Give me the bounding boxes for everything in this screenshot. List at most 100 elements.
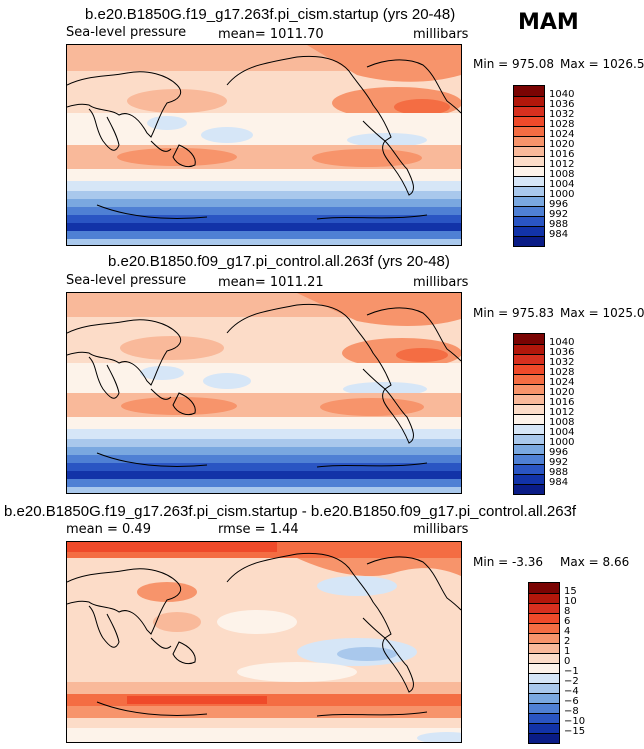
panel-3-colorbar-swatch xyxy=(529,693,559,703)
panel-1-colorbar-swatch xyxy=(514,136,544,146)
panel-3-colorbar-tick-label: 10 xyxy=(564,596,577,607)
panel-2-colorbar-tick-label: 1008 xyxy=(549,417,575,428)
panel-2-max-label: Max = 1025.04 xyxy=(560,306,644,320)
panel-2-colorbar-swatch xyxy=(514,374,544,384)
panel-3-colorbar-tick-label: −1 xyxy=(564,666,579,677)
panel-2-colorbar-swatch xyxy=(514,424,544,434)
panel-3-colorbar-swatch xyxy=(529,603,559,613)
panel-3-colorbar-swatch xyxy=(529,613,559,623)
panel-1-title: b.e20.B1850G.f19_g17.263f.pi_cism.startu… xyxy=(85,6,456,23)
panel-1-max-label: Max = 1026.52 xyxy=(560,57,644,71)
panel-3-colorbar-tick-label: −8 xyxy=(564,706,579,717)
panel-3-colorbar-swatch xyxy=(529,583,559,593)
panel-1-colorbar-swatch xyxy=(514,176,544,186)
panel-3-colorbar-swatch xyxy=(529,643,559,653)
panel-1-colorbar-swatch xyxy=(514,206,544,216)
panel-1-colorbar-swatch xyxy=(514,186,544,196)
panel-1-colorbar-tick-label: 992 xyxy=(549,209,569,220)
panel-1-colorbar-swatch xyxy=(514,96,544,106)
panel-3-colorbar-tick-label: 0 xyxy=(564,656,571,667)
panel-1-colorbar-tick-label: 996 xyxy=(549,199,569,210)
panel-3-colorbar-tick-label: −10 xyxy=(564,716,586,727)
panel-2-colorbar xyxy=(513,333,545,495)
panel-1-mean-label: mean= 1011.70 xyxy=(218,27,324,42)
panel-3-title: b.e20.B1850G.f19_g17.263f.pi_cism.startu… xyxy=(4,503,577,520)
panel-3-colorbar-tick-label: 8 xyxy=(564,606,571,617)
panel-3-colorbar-swatch xyxy=(529,723,559,733)
panel-1-min-label: Min = 975.08 xyxy=(473,57,554,71)
panel-3-colorbar-tick-label: −2 xyxy=(564,676,579,687)
panel-1-variable-label: Sea-level pressure xyxy=(66,25,187,40)
panel-1-colorbar-tick-label: 1012 xyxy=(549,159,575,170)
panel-2-units-label: millibars xyxy=(413,275,469,290)
panel-1-colorbar-swatch xyxy=(514,106,544,116)
panel-3-map xyxy=(66,541,462,743)
panel-3-colorbar-tick-label: 15 xyxy=(564,586,577,597)
panel-2-mean-label: mean= 1011.21 xyxy=(218,275,324,290)
panel-3-min-label: Min = -3.36 xyxy=(473,555,544,569)
panel-2-colorbar-tick-label: 996 xyxy=(549,447,569,458)
panel-2-colorbar-tick-label: 1036 xyxy=(549,347,575,358)
panel-1-map xyxy=(66,44,462,246)
panel-2-colorbar-tick-label: 1016 xyxy=(549,397,575,408)
panel-1-colorbar-tick-label: 1020 xyxy=(549,139,575,150)
panel-1-colorbar-swatch xyxy=(514,196,544,206)
panel-3-colorbar-swatch xyxy=(529,593,559,603)
panel-2-colorbar-tick-label: 988 xyxy=(549,467,569,478)
panel-3-colorbar-swatch xyxy=(529,683,559,693)
panel-3-colorbar-tick-label: −6 xyxy=(564,696,579,707)
panel-2-colorbar-swatch xyxy=(514,364,544,374)
panel-3-mean-label: mean = 0.49 xyxy=(66,522,151,537)
panel-1-colorbar-swatch xyxy=(514,156,544,166)
panel-1-colorbar-swatch xyxy=(514,226,544,236)
panel-2-colorbar-swatch xyxy=(514,434,544,444)
panel-1-colorbar-tick-label: 1008 xyxy=(549,169,575,180)
panel-2-colorbar-tick-label: 1004 xyxy=(549,427,575,438)
panel-2-colorbar-swatch xyxy=(514,394,544,404)
panel-3-units-label: millibars xyxy=(413,522,469,537)
panel-3-colorbar-tick-label: 4 xyxy=(564,626,571,637)
panel-2-colorbar-tick-label: 1024 xyxy=(549,377,575,388)
panel-1-colorbar-swatch xyxy=(514,86,544,96)
panel-1-colorbar-tick-label: 1032 xyxy=(549,109,575,120)
panel-1-units-label: millibars xyxy=(413,27,469,42)
panel-1-colorbar-tick-label: 1024 xyxy=(549,129,575,140)
panel-2-colorbar-swatch xyxy=(514,454,544,464)
panel-1-colorbar-swatch xyxy=(514,166,544,176)
panel-2-colorbar-tick-label: 1028 xyxy=(549,367,575,378)
panel-2-colorbar-swatch xyxy=(514,334,544,344)
panel-1-colorbar xyxy=(513,85,545,247)
panel-2-colorbar-tick-label: 992 xyxy=(549,457,569,468)
panel-1-colorbar-tick-label: 1028 xyxy=(549,119,575,130)
panel-2-colorbar-swatch xyxy=(514,384,544,394)
panel-2-variable-label: Sea-level pressure xyxy=(66,273,187,288)
panel-2-colorbar-tick-label: 984 xyxy=(549,477,569,488)
panel-2-colorbar-tick-label: 1012 xyxy=(549,407,575,418)
panel-1-colorbar-tick-label: 984 xyxy=(549,229,569,240)
panel-2-colorbar-tick-label: 1000 xyxy=(549,437,575,448)
panel-3-colorbar-swatch xyxy=(529,633,559,643)
panel-1-colorbar-tick-label: 1000 xyxy=(549,189,575,200)
panel-2-colorbar-swatch xyxy=(514,354,544,364)
panel-2-colorbar-tick-label: 1020 xyxy=(549,387,575,398)
panel-3-colorbar-tick-label: 1 xyxy=(564,646,571,657)
panel-1-colorbar-tick-label: 1036 xyxy=(549,99,575,110)
panel-1-colorbar-swatch xyxy=(514,126,544,136)
panel-3-colorbar-tick-label: 2 xyxy=(564,636,571,647)
panel-1-colorbar-tick-label: 1016 xyxy=(549,149,575,160)
panel-3-max-label: Max = 8.66 xyxy=(560,555,630,569)
panel-2-colorbar-swatch xyxy=(514,464,544,474)
panel-1-colorbar-swatch xyxy=(514,116,544,126)
panel-3-colorbar-tick-label: 6 xyxy=(564,616,571,627)
panel-2-colorbar-swatch xyxy=(514,484,544,494)
season-label: MAM xyxy=(518,10,579,35)
panel-3-colorbar-swatch xyxy=(529,703,559,713)
panel-3-colorbar-tick-label: −4 xyxy=(564,686,579,697)
panel-3-colorbar-swatch xyxy=(529,673,559,683)
panel-2-colorbar-swatch xyxy=(514,444,544,454)
panel-3-colorbar-swatch xyxy=(529,623,559,633)
panel-2-colorbar-swatch xyxy=(514,414,544,424)
panel-1-colorbar-swatch xyxy=(514,146,544,156)
panel-3-colorbar-swatch xyxy=(529,733,559,743)
panel-1-colorbar-tick-label: 988 xyxy=(549,219,569,230)
